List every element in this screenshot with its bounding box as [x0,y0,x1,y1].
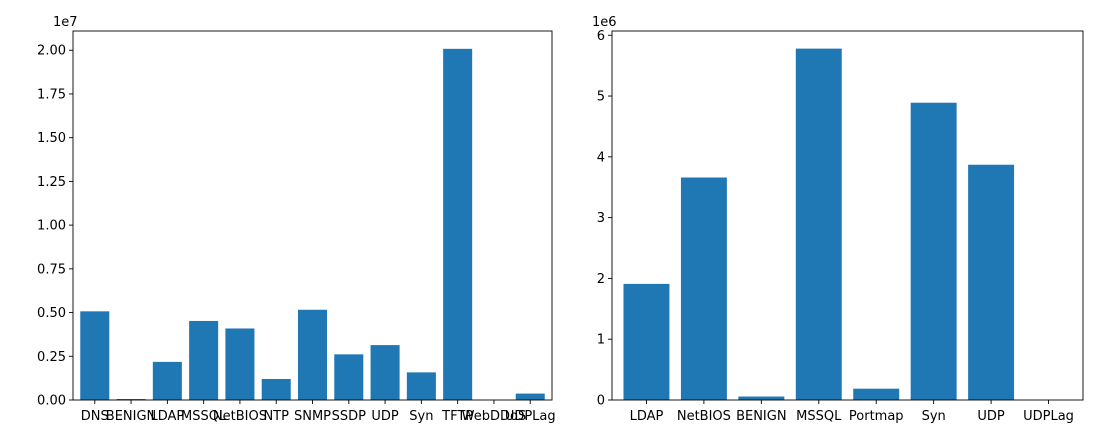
x-tick-label: NTP [263,409,289,424]
x-tick-label: WebDDoS [462,409,527,424]
y-tick-label: 0.00 [37,394,66,409]
y-tick-label: 5 [597,90,605,105]
y-tick-label: 1.50 [37,131,66,146]
y-tick-label: 1 [597,333,605,348]
y-tick-label: 1.25 [37,175,66,190]
y-tick-label: 0.25 [37,350,66,365]
bar-netbios [225,328,255,400]
chart-right: 0 1 2 3 4 5 6 LDAP NetBIOS BENIGN MSSQL Portmap Syn U… [592,15,1084,424]
y-tick-label: 1.75 [37,87,66,102]
y-tick-label: 3 [597,211,605,226]
bar-ssdp [334,354,364,400]
y-tick-label: 6 [597,29,605,44]
x-tick-label: UDP [371,409,399,424]
x-tick-label: DNS [81,409,109,424]
x-tick-label: UDP [977,409,1005,424]
bar-ntp [261,379,291,400]
y-tick-label: 2 [597,272,605,287]
bar-portmap [853,388,900,400]
offset-text: 1e6 [592,15,617,30]
bar-tftp [443,48,473,401]
x-tick-label: UDPLag [505,409,556,424]
bar-benign [738,396,785,400]
bar-netbios [680,177,727,400]
y-tick-label: 0 [597,394,605,409]
y-tick-label: 2.00 [37,44,66,59]
x-tick-label: NetBIOS [677,409,731,424]
chart-left: 0.00 0.25 0.50 0.75 1.00 1.25 1.50 1.75 2.00 DNSB… [37,15,556,424]
axes-frame [611,30,1084,401]
x-tick-label: SNMP [294,409,331,424]
x-tick-label: TFTP [441,409,473,424]
x-tick-label: LDAP [150,409,184,424]
y-tick-label: 0.50 [37,306,66,321]
x-tick-label: BENIGN [106,409,157,424]
bar-syn [406,372,436,400]
bar-benign [116,399,146,400]
x-tick-label: Portmap [849,409,904,424]
x-tick-label: BENIGN [736,409,787,424]
offset-text: 1e7 [53,15,78,30]
x-tick-label: MSSQL [796,409,842,424]
x-tick-label: MSSQL [181,409,227,424]
x-tick-label: NetBIOS [213,409,267,424]
bar-dns [80,311,110,400]
y-tick-label: 0.75 [37,262,66,277]
x-tick-label: Syn [922,409,946,424]
bar-ldap [623,283,670,400]
x-tick-label: LDAP [630,409,664,424]
y-tick-label: 4 [597,150,605,165]
bar-mssql [189,320,219,400]
y-tick-label: 1.00 [37,219,66,234]
x-tick-label: SSDP [332,409,367,424]
x-tick-label: Syn [409,409,433,424]
bar-udplag [515,393,545,400]
bar-udp [968,164,1015,400]
bar-udp [370,345,400,400]
bar-snmp [297,309,328,400]
bar-ldap [152,361,182,400]
x-tick-label: UDPLag [1023,409,1074,424]
bar-mssql [795,48,842,400]
bar-syn [910,102,957,400]
